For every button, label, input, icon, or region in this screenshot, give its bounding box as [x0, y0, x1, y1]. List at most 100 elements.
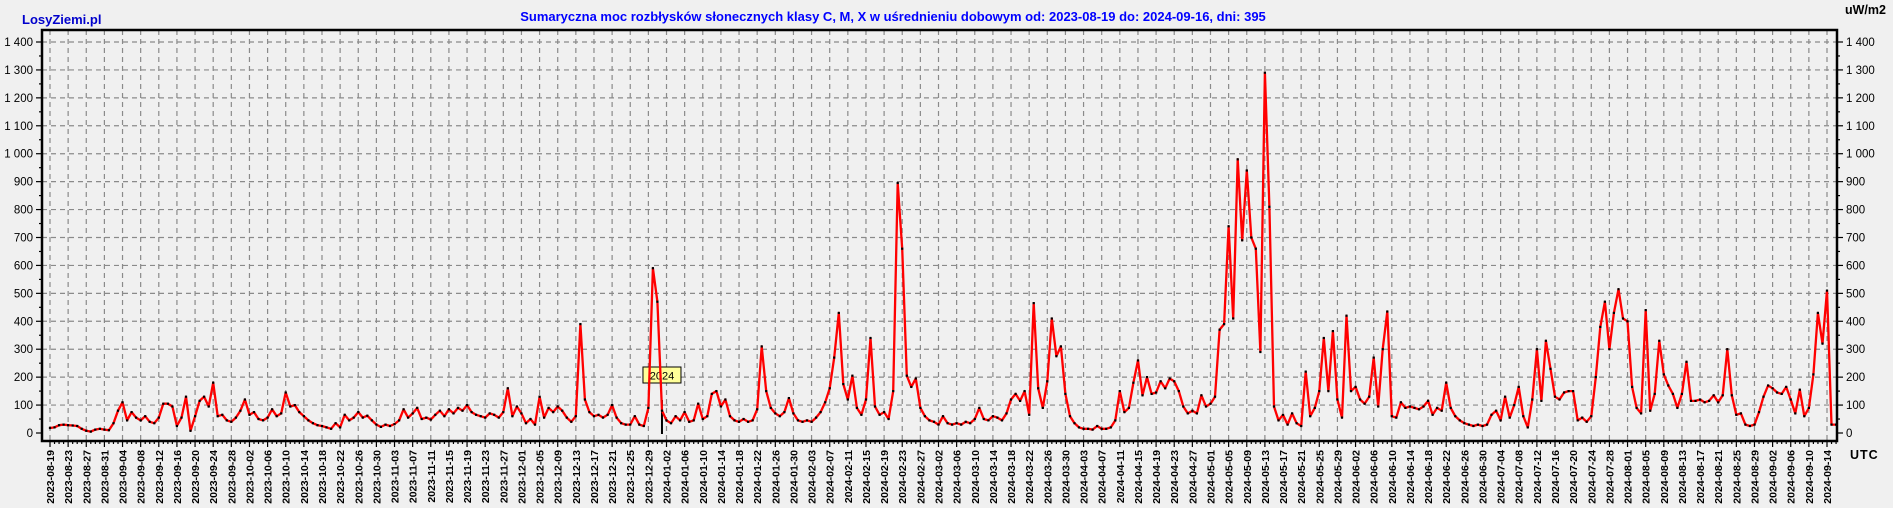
svg-text:2023-08-27: 2023-08-27	[81, 450, 93, 504]
svg-text:0: 0	[27, 428, 33, 440]
svg-text:0: 0	[1846, 428, 1852, 440]
svg-text:2023-08-23: 2023-08-23	[63, 450, 75, 504]
data-point-markers	[48, 71, 1838, 433]
svg-text:2024-03-30: 2024-03-30	[1060, 450, 1072, 504]
svg-text:2023-09-04: 2023-09-04	[118, 450, 130, 504]
y-axis-labels-right: 0 100 200 300 400 500 600 700 800 900 1 000 1 100 1 …	[1846, 37, 1875, 440]
svg-text:300: 300	[14, 344, 33, 356]
svg-text:2024-01-10: 2024-01-10	[698, 450, 710, 504]
svg-text:2023-08-19: 2023-08-19	[45, 450, 57, 504]
svg-text:100: 100	[14, 400, 33, 412]
svg-text:2023-11-19: 2023-11-19	[462, 450, 474, 503]
svg-text:2024-01-06: 2024-01-06	[680, 450, 692, 504]
svg-text:2023-12-05: 2023-12-05	[535, 450, 547, 504]
svg-text:2023-12-21: 2023-12-21	[607, 450, 619, 504]
svg-text:2023-12-01: 2023-12-01	[516, 450, 528, 504]
svg-text:2024-03-10: 2024-03-10	[970, 450, 982, 504]
svg-text:2024-08-29: 2024-08-29	[1749, 450, 1761, 504]
svg-text:700: 700	[1846, 233, 1865, 245]
svg-text:2024-08-05: 2024-08-05	[1641, 450, 1653, 504]
svg-text:2023-09-08: 2023-09-08	[136, 450, 148, 504]
data-series-line	[48, 71, 1838, 433]
svg-text:2024-08-21: 2024-08-21	[1713, 450, 1725, 504]
svg-text:600: 600	[1846, 260, 1865, 272]
svg-text:2024-06-02: 2024-06-02	[1351, 450, 1363, 504]
svg-text:2024-06-18: 2024-06-18	[1423, 450, 1435, 504]
svg-text:2023-11-07: 2023-11-07	[408, 450, 420, 503]
svg-text:2024-07-20: 2024-07-20	[1568, 450, 1580, 504]
svg-text:500: 500	[1846, 288, 1865, 300]
svg-text:2024-05-21: 2024-05-21	[1296, 450, 1308, 504]
svg-text:500: 500	[14, 288, 33, 300]
svg-text:2023-09-24: 2023-09-24	[208, 450, 220, 504]
svg-text:700: 700	[14, 233, 33, 245]
svg-text:2024-08-17: 2024-08-17	[1695, 450, 1707, 504]
svg-text:900: 900	[1846, 177, 1865, 189]
svg-text:200: 200	[1846, 372, 1865, 384]
svg-text:2024-02-19: 2024-02-19	[879, 450, 891, 504]
svg-text:2023-10-14: 2023-10-14	[299, 450, 311, 504]
svg-text:2024-05-17: 2024-05-17	[1278, 450, 1290, 504]
x-axis-labels: 2023-08-19 2023-08-23 2023-08-27 2023-08-31…	[45, 450, 1834, 504]
x-axis-timezone-label: UTC	[1850, 448, 1879, 462]
svg-text:2024-01-14: 2024-01-14	[716, 450, 728, 504]
svg-text:2024-01-30: 2024-01-30	[788, 450, 800, 504]
svg-text:2024-04-15: 2024-04-15	[1133, 450, 1145, 504]
svg-text:2024-06-10: 2024-06-10	[1387, 450, 1399, 504]
svg-text:2024-02-27: 2024-02-27	[915, 450, 927, 504]
svg-text:2024-02-23: 2024-02-23	[897, 450, 909, 504]
svg-text:2024-03-26: 2024-03-26	[1042, 450, 1054, 504]
svg-text:2024-05-25: 2024-05-25	[1314, 450, 1326, 504]
svg-text:2023-11-27: 2023-11-27	[498, 450, 510, 503]
svg-text:2024-08-13: 2024-08-13	[1677, 450, 1689, 504]
chart-title: Sumaryczna moc rozbłysków słonecznych kl…	[520, 9, 1266, 24]
svg-text:2024-05-01: 2024-05-01	[1205, 450, 1217, 504]
svg-text:400: 400	[1846, 316, 1865, 328]
axis-ticks	[36, 41, 1843, 447]
svg-text:1 200: 1 200	[1846, 93, 1875, 105]
svg-text:2023-11-15: 2023-11-15	[444, 450, 456, 503]
svg-text:1 000: 1 000	[4, 149, 33, 161]
svg-text:2024-07-24: 2024-07-24	[1586, 450, 1598, 504]
svg-text:2024-02-15: 2024-02-15	[861, 450, 873, 504]
svg-text:1 100: 1 100	[4, 121, 33, 133]
svg-text:1 400: 1 400	[4, 37, 33, 49]
svg-text:2024-04-03: 2024-04-03	[1079, 450, 1091, 504]
svg-text:2024-06-06: 2024-06-06	[1369, 450, 1381, 504]
svg-text:2023-11-11: 2023-11-11	[426, 450, 438, 503]
site-logo[interactable]: LosyZiemi.pl	[22, 12, 102, 27]
svg-text:2023-10-30: 2023-10-30	[371, 450, 383, 504]
svg-text:2024-04-11: 2024-04-11	[1115, 450, 1127, 503]
svg-text:2024-08-25: 2024-08-25	[1731, 450, 1743, 504]
svg-text:2023-10-10: 2023-10-10	[281, 450, 293, 504]
svg-text:2023-10-22: 2023-10-22	[335, 450, 347, 504]
svg-text:2023-09-28: 2023-09-28	[226, 450, 238, 504]
svg-text:2024-03-06: 2024-03-06	[952, 450, 964, 504]
svg-text:2023-09-20: 2023-09-20	[190, 450, 202, 504]
svg-text:900: 900	[14, 177, 33, 189]
svg-text:2024-03-22: 2024-03-22	[1024, 450, 1036, 504]
svg-text:2023-12-13: 2023-12-13	[571, 450, 583, 504]
year-marker: 2024	[642, 366, 682, 434]
svg-text:300: 300	[1846, 344, 1865, 356]
svg-text:1 200: 1 200	[4, 93, 33, 105]
svg-text:2024-02-11: 2024-02-11	[843, 450, 855, 503]
svg-text:2024-01-22: 2024-01-22	[752, 450, 764, 504]
svg-text:2024-06-14: 2024-06-14	[1405, 450, 1417, 504]
svg-text:2024-09-06: 2024-09-06	[1786, 450, 1798, 504]
svg-text:2024-04-19: 2024-04-19	[1151, 450, 1163, 504]
svg-text:2023-10-18: 2023-10-18	[317, 450, 329, 504]
svg-text:2023-12-29: 2023-12-29	[643, 450, 655, 504]
svg-text:800: 800	[14, 205, 33, 217]
svg-text:2024-05-05: 2024-05-05	[1224, 450, 1236, 504]
svg-text:2024-05-09: 2024-05-09	[1242, 450, 1254, 504]
svg-text:2024-04-07: 2024-04-07	[1097, 450, 1109, 504]
svg-text:400: 400	[14, 316, 33, 328]
svg-text:2023-12-25: 2023-12-25	[625, 450, 637, 504]
svg-text:2024-06-30: 2024-06-30	[1477, 450, 1489, 504]
svg-text:2023-11-23: 2023-11-23	[480, 450, 492, 503]
svg-text:2024-06-26: 2024-06-26	[1459, 450, 1471, 504]
svg-text:2023-12-17: 2023-12-17	[589, 450, 601, 504]
svg-text:2024-08-09: 2024-08-09	[1659, 450, 1671, 504]
